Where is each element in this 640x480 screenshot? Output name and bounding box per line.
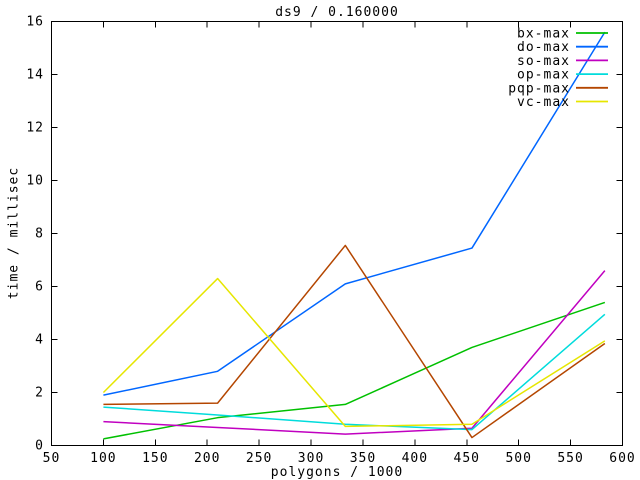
series-line-so-max [103, 270, 606, 435]
x-tick-label: 600 [609, 451, 635, 466]
x-tick-label: 550 [557, 451, 583, 466]
y-tick-label: 10 [26, 174, 44, 189]
x-tick-label: 300 [298, 451, 324, 466]
y-tick-label: 4 [35, 333, 44, 348]
y-axis-label: time / millisec [6, 166, 22, 300]
legend-label-bx-max: bx-max [517, 27, 570, 42]
legend-label-so-max: so-max [517, 54, 570, 69]
y-tick-label: 16 [26, 15, 44, 30]
x-axis-label: polygons / 1000 [270, 465, 404, 480]
series-line-vc-max [102, 277, 606, 428]
series-line-do-max [103, 31, 606, 396]
y-tick-label: 2 [35, 386, 44, 401]
x-tick-label: 400 [402, 451, 428, 466]
chart-title: ds9 / 0.160000 [275, 5, 399, 20]
x-tick-label: 100 [90, 451, 116, 466]
y-tick-label: 14 [26, 68, 44, 83]
y-tick-label: 0 [35, 439, 44, 454]
y-tick-label: 6 [35, 280, 44, 295]
legend-label-vc-max: vc-max [517, 95, 570, 110]
series-line-pqp-max [103, 244, 606, 439]
series-line-op-max [103, 313, 606, 431]
legend-label-op-max: op-max [517, 68, 570, 83]
y-tick-label: 8 [35, 227, 44, 242]
legend-label-pqp-max: pqp-max [508, 81, 570, 96]
x-tick-label: 500 [505, 451, 531, 466]
x-tick-label: 450 [454, 451, 480, 466]
x-tick-label: 150 [142, 451, 168, 466]
x-tick-label: 50 [43, 451, 61, 466]
x-tick-label: 200 [194, 451, 220, 466]
y-tick-label: 12 [26, 121, 44, 136]
x-tick-label: 250 [246, 451, 272, 466]
legend-label-do-max: do-max [517, 40, 570, 55]
series-line-bx-max [103, 301, 606, 440]
x-tick-label: 350 [350, 451, 376, 466]
